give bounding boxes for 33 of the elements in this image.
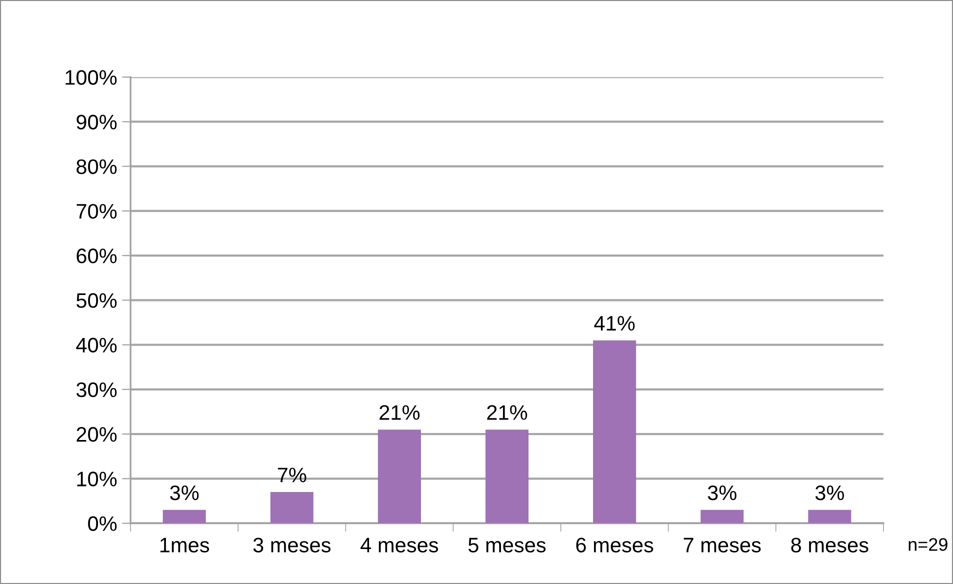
bar bbox=[162, 510, 206, 524]
x-tick-label: 6 meses bbox=[576, 538, 654, 552]
x-tick-label: 7 meses bbox=[684, 538, 761, 552]
y-tick-label: 30% bbox=[76, 382, 117, 398]
y-tick-label: 40% bbox=[76, 338, 117, 353]
y-tick-label: 80% bbox=[76, 159, 117, 174]
bar bbox=[700, 510, 744, 524]
bar bbox=[593, 340, 636, 524]
y-tick-label: 20% bbox=[76, 427, 117, 442]
data-label: 3% bbox=[170, 485, 199, 500]
y-tick-label: 100% bbox=[66, 70, 117, 85]
x-tick-label: 5 meses bbox=[468, 538, 546, 552]
bar bbox=[485, 430, 529, 524]
y-tick-label: 60% bbox=[76, 248, 117, 264]
x-tick-label: 3 meses bbox=[253, 538, 331, 552]
bar bbox=[270, 492, 314, 524]
bar bbox=[378, 430, 421, 524]
y-tick-label: 0% bbox=[88, 516, 117, 532]
x-tick-label: 8 meses bbox=[791, 538, 868, 552]
y-tick-label: 50% bbox=[76, 293, 117, 308]
x-tick-label: 4 meses bbox=[360, 538, 438, 552]
data-label: 3% bbox=[815, 485, 844, 500]
bar bbox=[808, 510, 852, 524]
y-tick-label: 90% bbox=[76, 114, 117, 130]
data-label: 3% bbox=[708, 485, 736, 500]
x-tick-label: 1mes bbox=[160, 538, 210, 552]
y-tick-label: 10% bbox=[77, 472, 117, 486]
data-label: 41% bbox=[594, 316, 635, 331]
data-label: 21% bbox=[380, 405, 420, 420]
data-label: 21% bbox=[487, 405, 528, 420]
data-label: 7% bbox=[278, 468, 306, 482]
text: n=29 bbox=[908, 538, 948, 551]
y-tick-label: 70% bbox=[76, 204, 117, 219]
